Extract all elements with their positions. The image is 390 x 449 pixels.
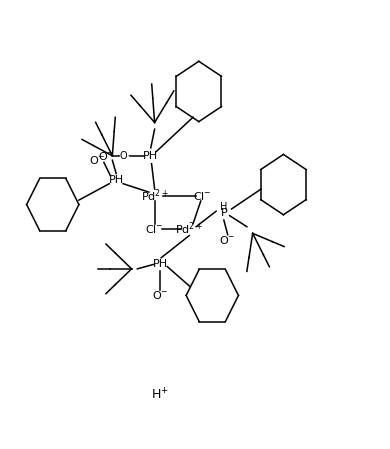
Text: Cl$^{-}$: Cl$^{-}$ xyxy=(145,223,164,235)
Text: PH: PH xyxy=(143,151,158,161)
Text: P: P xyxy=(220,208,227,218)
Text: PH: PH xyxy=(153,260,168,269)
Text: PH: PH xyxy=(109,175,124,185)
Text: ·O·: ·O· xyxy=(117,151,131,161)
Text: O$^{-}$: O$^{-}$ xyxy=(89,154,105,166)
Text: O$^{-}$: O$^{-}$ xyxy=(220,234,236,246)
Text: H: H xyxy=(220,202,227,212)
Text: O$^{-}$: O$^{-}$ xyxy=(98,150,115,162)
Text: Pd$^{2+}$: Pd$^{2+}$ xyxy=(141,187,168,204)
Text: O$^{-}$: O$^{-}$ xyxy=(152,290,168,301)
Text: Pd$^{2+}$: Pd$^{2+}$ xyxy=(175,220,203,237)
Text: Cl$^{-}$: Cl$^{-}$ xyxy=(193,189,212,202)
Text: H$^{+}$: H$^{+}$ xyxy=(151,387,169,403)
